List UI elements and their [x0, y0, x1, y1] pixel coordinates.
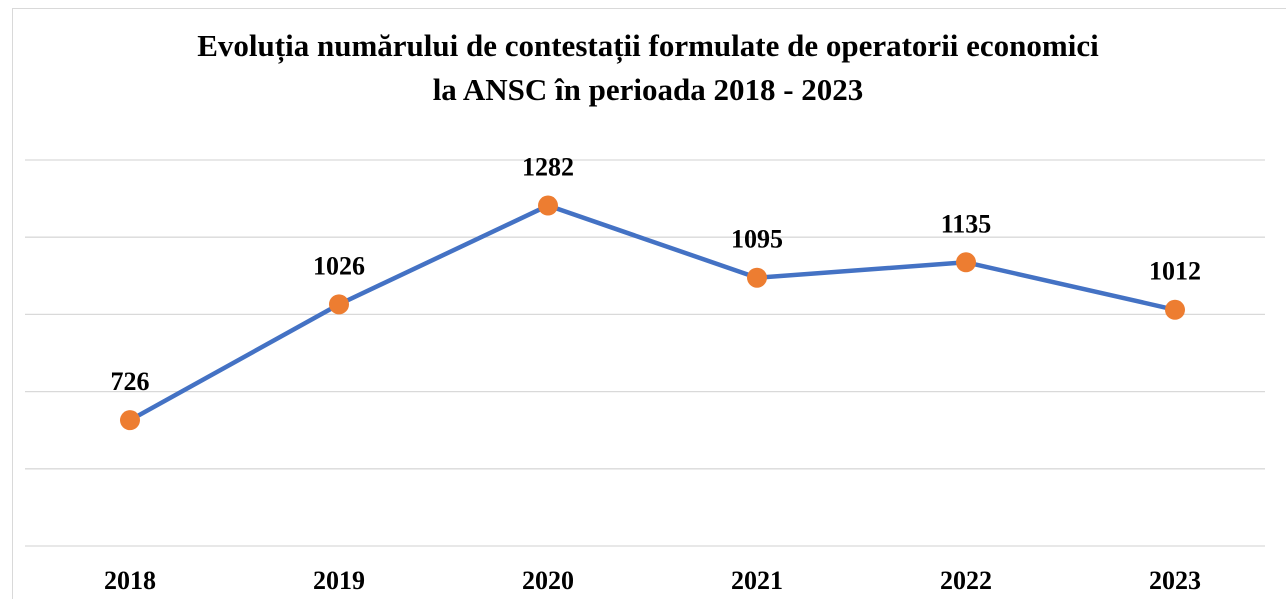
x-tick-label: 2018	[104, 566, 156, 595]
data-point	[538, 195, 558, 216]
data-label: 1095	[731, 225, 783, 254]
data-point	[120, 410, 140, 431]
chart-title: Evoluția numărului de contestații formul…	[197, 28, 1099, 107]
data-label: 726	[111, 367, 150, 396]
chart-frame	[12, 8, 1286, 599]
data-point	[329, 294, 349, 315]
data-point	[956, 252, 976, 273]
data-point	[1165, 299, 1185, 320]
data-label: 1012	[1149, 257, 1201, 286]
data-label: 1026	[313, 251, 365, 280]
x-tick-label: 2022	[940, 566, 992, 595]
data-point	[747, 267, 767, 288]
data-line	[128, 203, 1176, 423]
data-label: 1135	[941, 209, 992, 238]
x-tick-label: 2021	[731, 566, 783, 595]
x-tick-label: 2019	[313, 566, 365, 595]
x-tick-label: 2023	[1149, 566, 1201, 595]
x-tick-label: 2020	[522, 566, 574, 595]
data-label: 1282	[522, 153, 574, 182]
